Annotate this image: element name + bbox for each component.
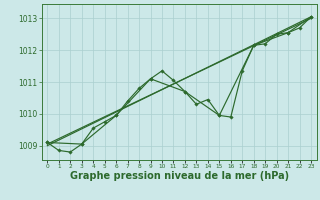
- X-axis label: Graphe pression niveau de la mer (hPa): Graphe pression niveau de la mer (hPa): [70, 171, 289, 181]
